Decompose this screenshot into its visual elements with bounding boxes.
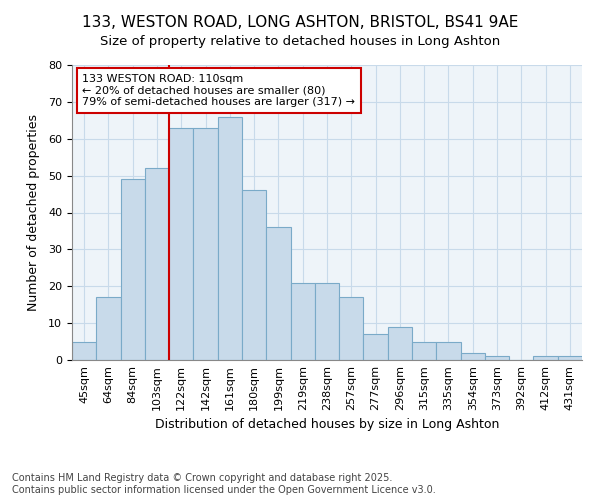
Bar bbox=[412, 342, 436, 360]
Text: 133 WESTON ROAD: 110sqm
← 20% of detached houses are smaller (80)
79% of semi-de: 133 WESTON ROAD: 110sqm ← 20% of detache… bbox=[82, 74, 355, 107]
Bar bbox=[485, 356, 509, 360]
Bar bbox=[388, 327, 412, 360]
Text: Size of property relative to detached houses in Long Ashton: Size of property relative to detached ho… bbox=[100, 35, 500, 48]
Bar bbox=[558, 356, 582, 360]
Bar bbox=[242, 190, 266, 360]
X-axis label: Distribution of detached houses by size in Long Ashton: Distribution of detached houses by size … bbox=[155, 418, 499, 432]
Bar bbox=[266, 227, 290, 360]
Bar bbox=[169, 128, 193, 360]
Text: Contains HM Land Registry data © Crown copyright and database right 2025.
Contai: Contains HM Land Registry data © Crown c… bbox=[12, 474, 436, 495]
Bar bbox=[533, 356, 558, 360]
Bar bbox=[96, 298, 121, 360]
Y-axis label: Number of detached properties: Number of detached properties bbox=[27, 114, 40, 311]
Text: 133, WESTON ROAD, LONG ASHTON, BRISTOL, BS41 9AE: 133, WESTON ROAD, LONG ASHTON, BRISTOL, … bbox=[82, 15, 518, 30]
Bar bbox=[193, 128, 218, 360]
Bar bbox=[145, 168, 169, 360]
Bar bbox=[364, 334, 388, 360]
Bar bbox=[461, 352, 485, 360]
Bar bbox=[339, 298, 364, 360]
Bar bbox=[121, 180, 145, 360]
Bar bbox=[218, 116, 242, 360]
Bar bbox=[315, 282, 339, 360]
Bar bbox=[72, 342, 96, 360]
Bar bbox=[436, 342, 461, 360]
Bar bbox=[290, 282, 315, 360]
